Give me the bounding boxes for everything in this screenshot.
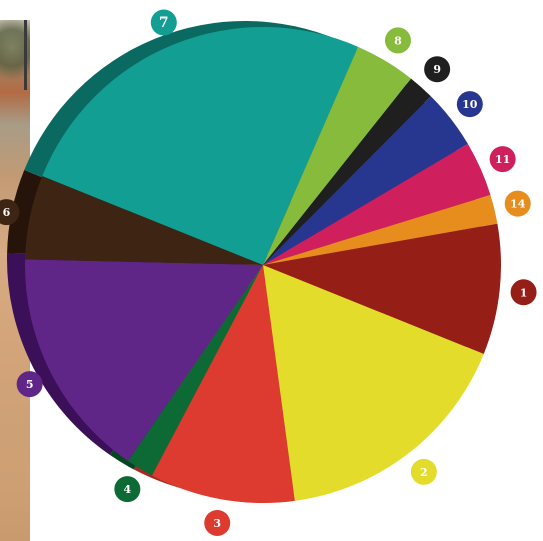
pie-slice-5[interactable]	[24, 259, 263, 462]
slice-badge-label-3: 3	[213, 517, 221, 530]
slice-badge-circle-3	[204, 509, 231, 536]
slice-badge-circle-9	[424, 56, 451, 83]
pie-slice-11[interactable]	[263, 143, 491, 265]
slice-badge-circle-5	[16, 371, 43, 398]
slice-badge-10: 10	[456, 91, 483, 118]
slice-badge-circle-14	[504, 190, 531, 217]
pie-slice-8[interactable]	[263, 46, 412, 266]
slice-badge-label-4: 4	[124, 483, 132, 496]
slice-badge-label-7: 7	[159, 15, 169, 31]
pie-slice-1[interactable]	[263, 223, 501, 354]
slice-badge-14: 14	[504, 190, 531, 217]
pie-slice-6[interactable]	[25, 176, 263, 265]
slice-badge-label-5: 5	[26, 378, 34, 391]
slice-badge-1: 1	[510, 279, 537, 306]
slice-badge-9: 9	[424, 56, 451, 83]
slice-badge-label-14: 14	[510, 198, 526, 211]
slice-badge-label-9: 9	[433, 63, 441, 76]
background-post	[24, 20, 27, 90]
slice-badge-circle-7	[150, 9, 177, 36]
slice-badge-11: 11	[489, 146, 516, 173]
slice-badge-circle-4	[114, 476, 141, 503]
slice-badge-circle-8	[384, 27, 411, 54]
slice-badge-8: 8	[384, 27, 411, 54]
slice-badge-circle-6	[0, 199, 20, 226]
pie-slice-14[interactable]	[263, 195, 498, 265]
pie-slice-4[interactable]	[128, 265, 263, 476]
slice-badge-label-11: 11	[495, 153, 510, 166]
slice-badge-circle-1	[510, 279, 537, 306]
slice-badge-label-10: 10	[462, 98, 478, 111]
pie-slice-2[interactable]	[263, 265, 484, 501]
slice-badge-5: 5	[16, 371, 43, 398]
slice-badge-7: 7	[150, 9, 177, 36]
pie-slice-3[interactable]	[151, 265, 295, 503]
pie-slice-9[interactable]	[263, 78, 431, 265]
slice-badge-circle-10	[456, 91, 483, 118]
slice-badge-label-6: 6	[3, 206, 11, 219]
pie-slice-layer	[24, 27, 501, 503]
pie-badge-layer: 1 2 3 4 5 6 7 8 9 10 11 14	[0, 9, 537, 536]
slice-badge-label-1: 1	[520, 286, 528, 299]
slice-badge-circle-2	[410, 458, 437, 485]
slice-badge-2: 2	[410, 458, 437, 485]
slice-badge-label-2: 2	[420, 466, 428, 479]
slice-badge-6: 6	[0, 199, 20, 226]
pie-slice-7[interactable]	[42, 27, 359, 265]
pie-slice-10[interactable]	[263, 96, 468, 265]
slice-badge-circle-11	[489, 146, 516, 173]
slice-badge-4: 4	[114, 476, 141, 503]
slice-badge-label-8: 8	[394, 34, 402, 47]
slice-badge-3: 3	[204, 509, 231, 536]
